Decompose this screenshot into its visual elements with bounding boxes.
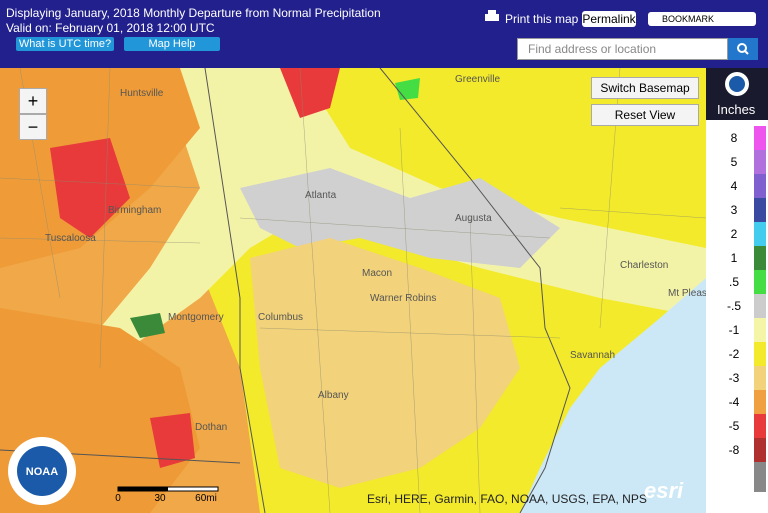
legend-swatch	[754, 438, 766, 462]
scale-bar: 0 30 60mi	[115, 486, 219, 504]
header-title: Displaying January, 2018 Monthly Departu…	[6, 6, 381, 20]
legend-label: -3	[729, 371, 740, 385]
city-label: Greenville	[455, 74, 500, 85]
city-label: Albany	[318, 390, 349, 401]
city-label: Augusta	[455, 213, 492, 224]
bookmark-button[interactable]: BOOKMARK	[648, 12, 756, 26]
legend-swatch	[754, 246, 766, 270]
legend-swatch	[754, 318, 766, 342]
permalink-button[interactable]: Permalink	[582, 11, 636, 27]
legend-label: 8	[731, 131, 738, 145]
legend-label: 5	[731, 155, 738, 169]
switch-basemap[interactable]: Switch Basemap	[591, 77, 699, 99]
legend-label: -8	[729, 443, 740, 457]
header: Displaying January, 2018 Monthly Departu…	[0, 0, 768, 68]
legend-swatch	[754, 366, 766, 390]
legend-swatch	[754, 390, 766, 414]
legend-label: 2	[731, 227, 738, 241]
legend-swatch	[754, 126, 766, 150]
legend-label: -2	[729, 347, 740, 361]
scale-label: 60mi	[195, 493, 217, 504]
city-label: Macon	[362, 268, 392, 279]
legend-swatch	[754, 198, 766, 222]
legend-swatch	[754, 342, 766, 366]
print-link[interactable]: Print this map	[505, 12, 579, 26]
legend-label: .5	[729, 275, 739, 289]
noaa-icon	[725, 72, 749, 96]
search-placeholder: Find address or location	[528, 42, 657, 56]
search-box[interactable]: Find address or location	[517, 38, 728, 60]
map-labels: Huntsville Birmingham Tuscaloosa Atlanta Mon…	[45, 74, 706, 433]
legend-swatch	[754, 270, 766, 294]
zoom-out[interactable]: −	[19, 114, 47, 140]
city-label: Charleston	[620, 260, 668, 271]
legend-label: -.5	[727, 299, 741, 313]
city-label: Montgomery	[168, 312, 224, 323]
attribution: Esri, HERE, Garmin, FAO, NOAA, USGS, EPA…	[367, 492, 647, 506]
legend-swatch	[754, 174, 766, 198]
map[interactable]: Huntsville Birmingham Tuscaloosa Atlanta Mon…	[0, 68, 706, 513]
city-label: Savannah	[570, 350, 615, 361]
scale-label: 0	[115, 493, 121, 504]
search-icon	[737, 43, 749, 55]
legend-label: 1	[731, 251, 738, 265]
esri-logo: esri	[644, 478, 684, 503]
header-valid: Valid on: February 01, 2018 12:00 UTC	[6, 21, 215, 35]
legend-swatch	[754, 294, 766, 318]
legend-swatch	[754, 150, 766, 174]
city-label: Mt Pleas	[668, 288, 706, 299]
city-label: Dothan	[195, 422, 227, 433]
search-button[interactable]	[728, 38, 758, 60]
legend-label: -1	[729, 323, 740, 337]
legend-label: -5	[729, 419, 740, 433]
legend-unit: Inches	[717, 102, 756, 117]
zoom-in[interactable]: +	[19, 88, 47, 114]
city-label: Tuscaloosa	[45, 233, 96, 244]
legend-label: 3	[731, 203, 738, 217]
scale-label: 30	[154, 493, 166, 504]
map-canvas	[0, 68, 706, 513]
legend: Inches 8 5 4 3 2 1 .5 -.5 -1 -2 -3 -4 -5 -8	[706, 68, 768, 513]
utc-button[interactable]: What is UTC time?	[16, 37, 114, 51]
city-label: Warner Robins	[370, 293, 436, 304]
legend-label: -4	[729, 395, 740, 409]
city-label: Birmingham	[108, 205, 161, 216]
city-label: Huntsville	[120, 88, 164, 99]
noaa-logo: NOAA	[8, 437, 76, 505]
legend-label: 4	[731, 179, 738, 193]
printer-icon	[485, 10, 499, 21]
help-button[interactable]: Map Help	[124, 37, 220, 51]
city-label: Columbus	[258, 312, 303, 323]
reset-view[interactable]: Reset View	[591, 104, 699, 126]
legend-scale: 8 5 4 3 2 1 .5 -.5 -1 -2 -3 -4 -5 -8	[727, 126, 766, 492]
legend-swatch	[754, 222, 766, 246]
legend-swatch	[754, 462, 766, 492]
city-label: Atlanta	[305, 190, 337, 201]
legend-swatch	[754, 414, 766, 438]
legend-header: Inches	[706, 68, 768, 120]
svg-text:NOAA: NOAA	[26, 466, 58, 478]
